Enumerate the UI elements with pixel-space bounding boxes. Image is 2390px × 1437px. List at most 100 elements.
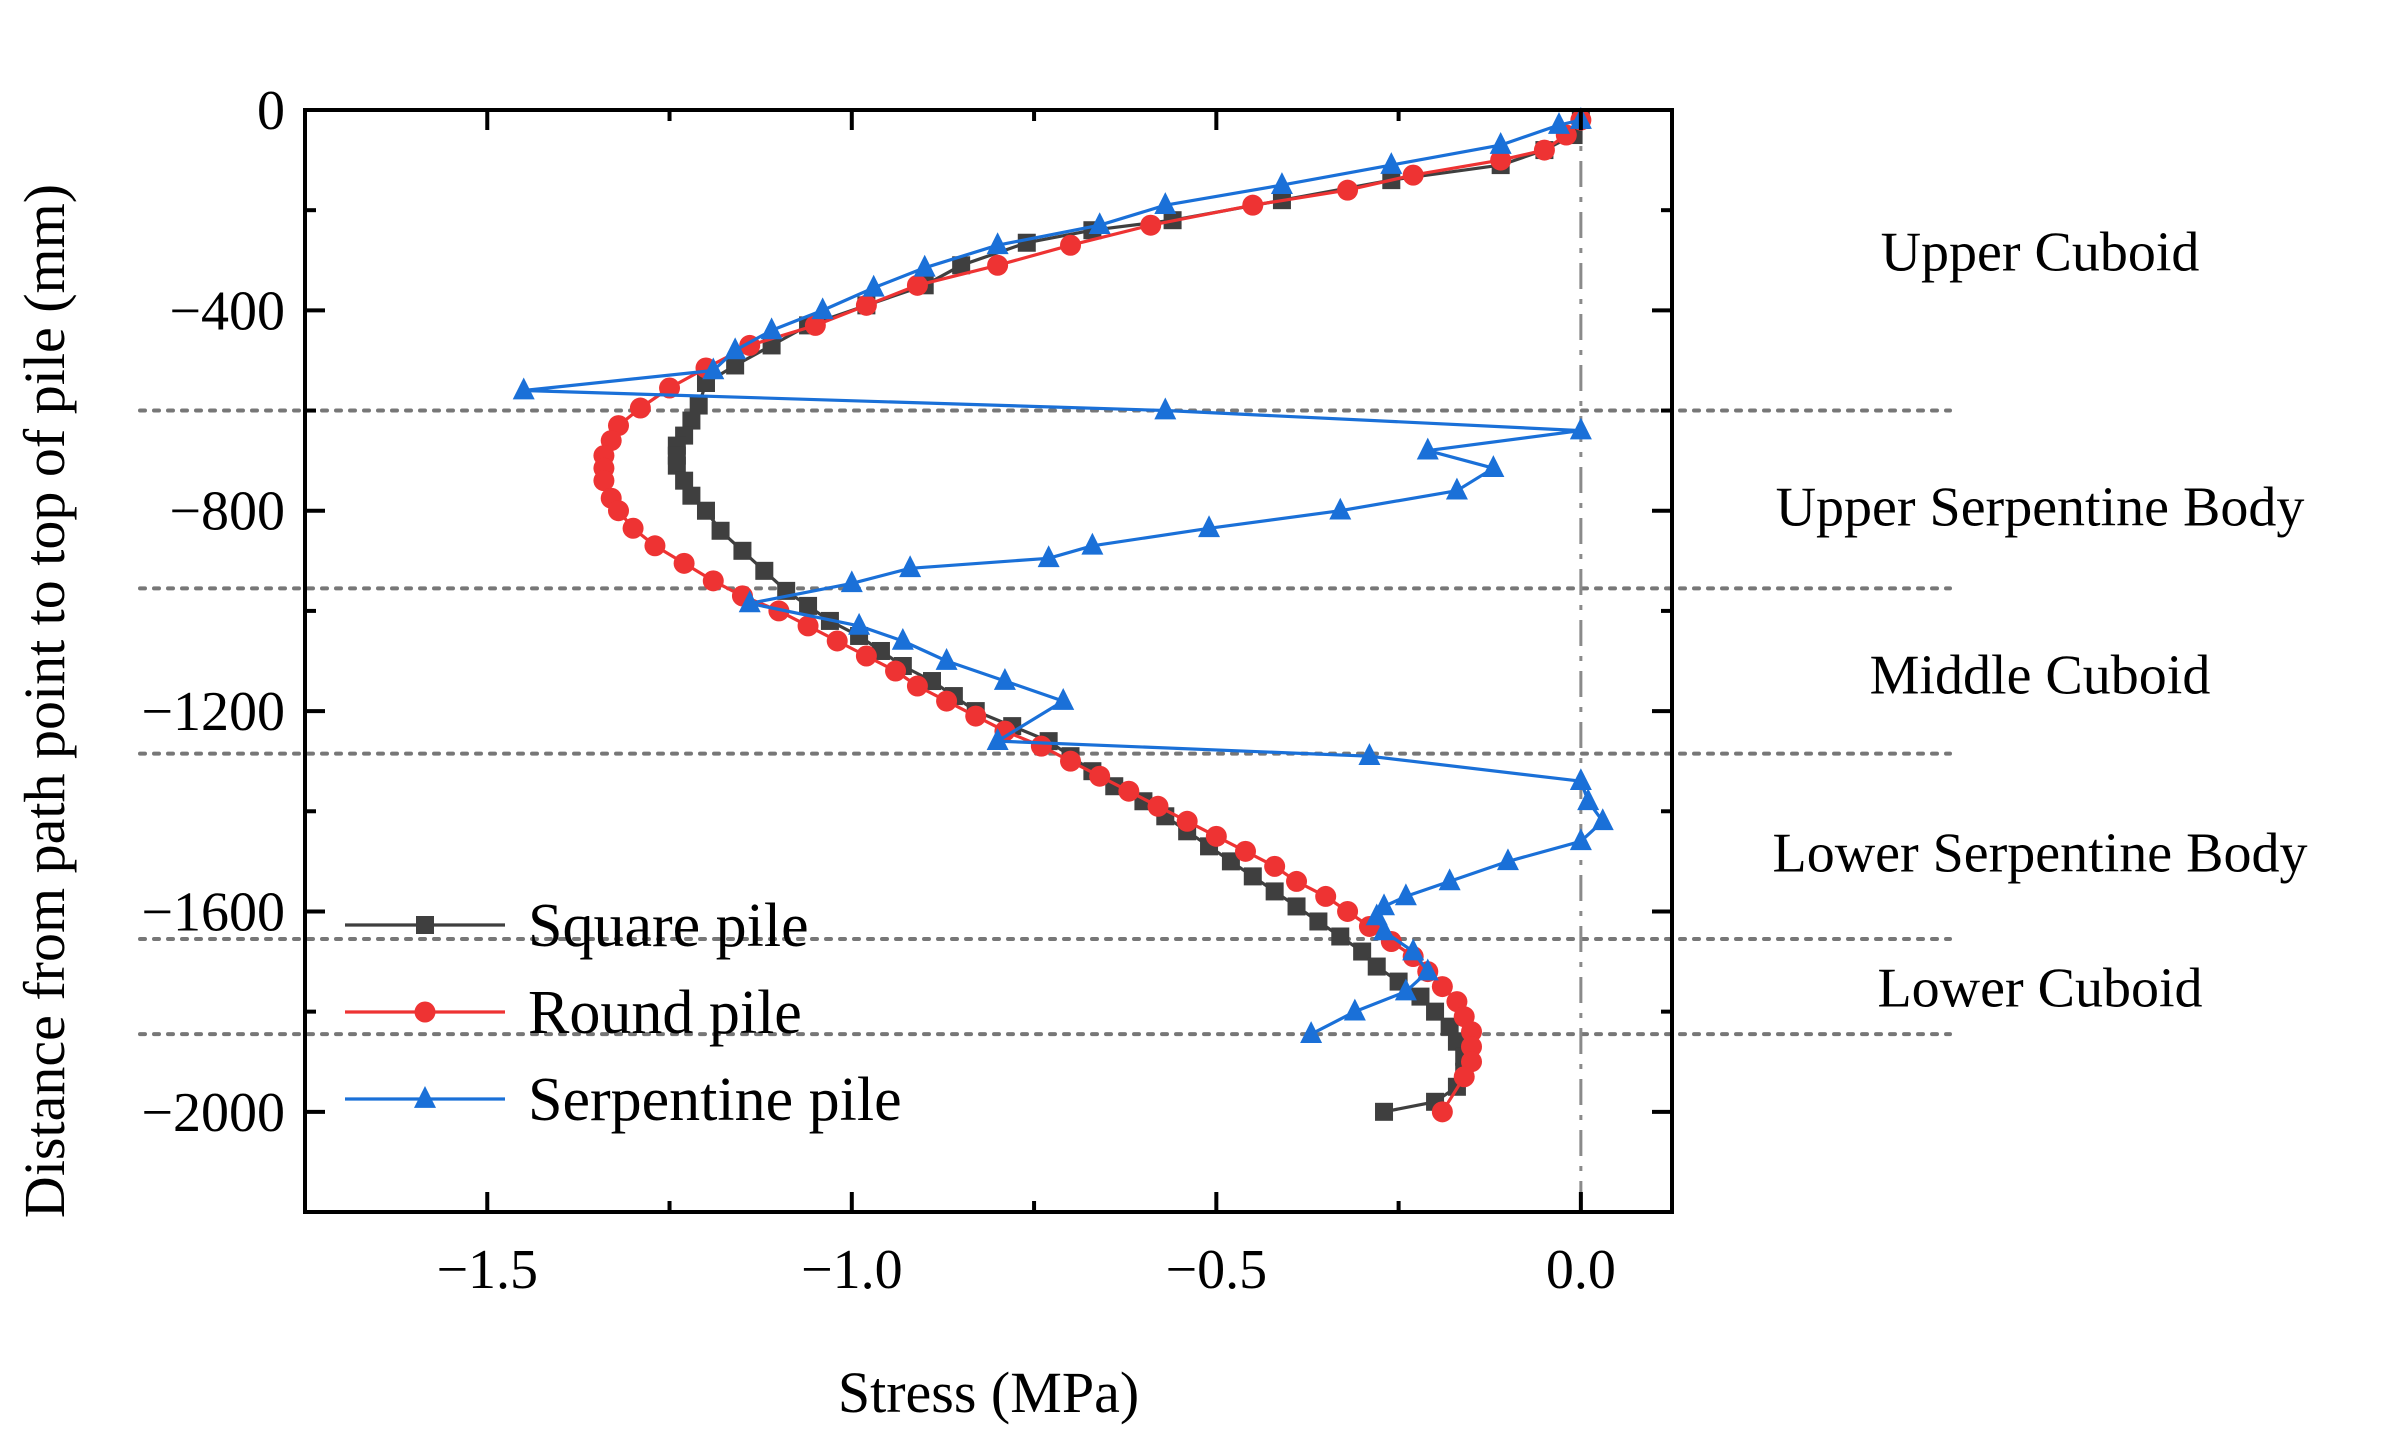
data-point-round-pile-25 <box>644 535 666 557</box>
data-point-round-pile-49 <box>1337 900 1359 922</box>
data-point-square-pile-47 <box>1243 867 1262 886</box>
data-point-serpentine-pile-1 <box>1547 112 1570 134</box>
data-point-serpentine-pile-23 <box>1037 545 1060 568</box>
data-point-square-pile-48 <box>1265 882 1284 901</box>
x-tick-label-2: −0.5 <box>1166 1239 1268 1301</box>
data-point-square-pile-52 <box>1353 942 1372 961</box>
data-point-round-pile-6 <box>1242 194 1264 216</box>
data-point-round-pile-7 <box>1140 214 1162 236</box>
region-label-lower-cuboid: Lower Cuboid <box>1877 958 2202 1020</box>
data-point-serpentine-pile-4 <box>1270 172 1293 194</box>
data-point-serpentine-pile-17 <box>1416 437 1439 460</box>
data-point-square-pile-46 <box>1221 852 1240 871</box>
data-point-serpentine-pile-46 <box>1394 978 1417 1001</box>
data-point-serpentine-pile-6 <box>1088 212 1111 235</box>
data-point-round-pile-54 <box>1431 976 1453 998</box>
data-point-square-pile-16 <box>689 396 708 415</box>
data-point-round-pile-40 <box>1089 765 1111 787</box>
y-tick-label-4: −1600 <box>141 881 285 943</box>
data-point-serpentine-pile-31 <box>1052 688 1075 710</box>
data-point-round-pile-48 <box>1315 885 1337 907</box>
data-point-serpentine-pile-26 <box>738 590 761 613</box>
data-point-serpentine-pile-28 <box>891 627 914 650</box>
data-point-square-pile-51 <box>1331 927 1350 946</box>
data-point-round-pile-58 <box>1461 1036 1483 1058</box>
data-point-serpentine-pile-14 <box>512 377 535 400</box>
data-point-round-pile-44 <box>1205 825 1227 847</box>
data-point-serpentine-pile-19 <box>1445 477 1468 500</box>
data-point-serpentine-pile-38 <box>1496 848 1519 871</box>
data-point-serpentine-pile-5 <box>1154 192 1177 214</box>
data-point-round-pile-32 <box>855 645 877 667</box>
data-point-square-pile-49 <box>1287 897 1306 916</box>
data-point-serpentine-pile-8 <box>913 254 936 277</box>
data-point-round-pile-34 <box>906 675 928 697</box>
data-point-round-pile-60 <box>1453 1066 1475 1088</box>
data-point-serpentine-pile-7 <box>986 232 1009 255</box>
frame-layer <box>303 108 1674 1214</box>
legend: Square pile Round pile Serpentine pile <box>345 892 902 1134</box>
data-point-round-pile-36 <box>965 705 987 727</box>
data-point-round-pile-38 <box>1030 735 1052 757</box>
data-point-square-pile-29 <box>799 596 818 615</box>
legend-marker-serpentine-pile <box>414 1085 436 1108</box>
data-point-serpentine-pile-37 <box>1569 828 1592 851</box>
data-point-round-pile-9 <box>987 254 1009 276</box>
data-point-round-pile-15 <box>659 377 681 399</box>
data-point-round-pile-61 <box>1431 1101 1453 1123</box>
y-tick-label-3: −1200 <box>141 681 285 743</box>
data-point-serpentine-pile-30 <box>993 668 1016 690</box>
series-serpentine-pile <box>512 106 1614 1043</box>
data-point-serpentine-pile-34 <box>1569 768 1592 791</box>
data-point-square-pile-57 <box>1440 1017 1459 1036</box>
data-point-round-pile-4 <box>1402 164 1424 186</box>
data-point-round-pile-23 <box>607 500 629 522</box>
data-point-serpentine-pile-11 <box>760 317 783 340</box>
data-point-square-pile-9 <box>952 256 971 275</box>
x-axis-title: Stress (MPa) <box>838 1360 1139 1425</box>
data-point-square-pile-24 <box>696 501 715 520</box>
data-point-round-pile-30 <box>797 615 819 637</box>
x-tick-label-0: −1.5 <box>436 1239 538 1301</box>
data-point-serpentine-pile-15 <box>1154 397 1177 420</box>
data-point-square-pile-8 <box>1017 233 1036 252</box>
data-point-round-pile-42 <box>1147 795 1169 817</box>
data-point-round-pile-47 <box>1286 870 1308 892</box>
data-point-serpentine-pile-45 <box>1416 958 1439 981</box>
data-point-serpentine-pile-2 <box>1489 132 1512 154</box>
data-point-round-pile-31 <box>826 630 848 652</box>
data-point-round-pile-11 <box>855 294 877 316</box>
y-tick-label-0: 0 <box>257 80 285 142</box>
data-point-round-pile-57 <box>1461 1021 1483 1043</box>
data-point-round-pile-27 <box>702 570 724 592</box>
data-point-round-pile-46 <box>1264 855 1286 877</box>
region-label-upper-cuboid: Upper Cuboid <box>1881 221 2200 283</box>
data-point-serpentine-pile-10 <box>811 297 834 320</box>
data-point-square-pile-63 <box>1375 1102 1394 1121</box>
data-point-round-pile-43 <box>1176 810 1198 832</box>
region-label-middle-cuboid: Middle Cuboid <box>1870 645 2211 707</box>
data-point-serpentine-pile-27 <box>848 612 871 635</box>
data-point-square-pile-14 <box>726 356 745 375</box>
data-point-serpentine-pile-22 <box>1081 532 1104 555</box>
data-point-round-pile-45 <box>1234 840 1256 862</box>
data-point-round-pile-41 <box>1118 780 1140 802</box>
data-point-square-pile-25 <box>711 521 730 540</box>
legend-marker-round-pile <box>414 1001 436 1023</box>
data-point-round-pile-2 <box>1533 139 1555 161</box>
data-point-round-pile-26 <box>673 552 695 574</box>
legend-item-square-pile: Square pile <box>345 892 809 960</box>
data-point-square-pile-53 <box>1367 957 1386 976</box>
data-point-round-pile-33 <box>885 660 907 682</box>
data-point-round-pile-21 <box>593 470 615 492</box>
data-point-square-pile-56 <box>1426 1002 1445 1021</box>
data-point-serpentine-pile-32 <box>986 728 1009 750</box>
overlay-layer <box>138 110 1952 1212</box>
legend-item-serpentine-pile: Serpentine pile <box>345 1066 902 1134</box>
y-axis-title: Distance from path point to top of pile … <box>12 184 77 1218</box>
data-point-serpentine-pile-29 <box>935 647 958 670</box>
data-point-serpentine-pile-33 <box>1358 743 1381 765</box>
x-tick-label-1: −1.0 <box>801 1239 903 1301</box>
data-point-serpentine-pile-12 <box>724 337 747 360</box>
data-point-square-pile-26 <box>733 541 752 560</box>
